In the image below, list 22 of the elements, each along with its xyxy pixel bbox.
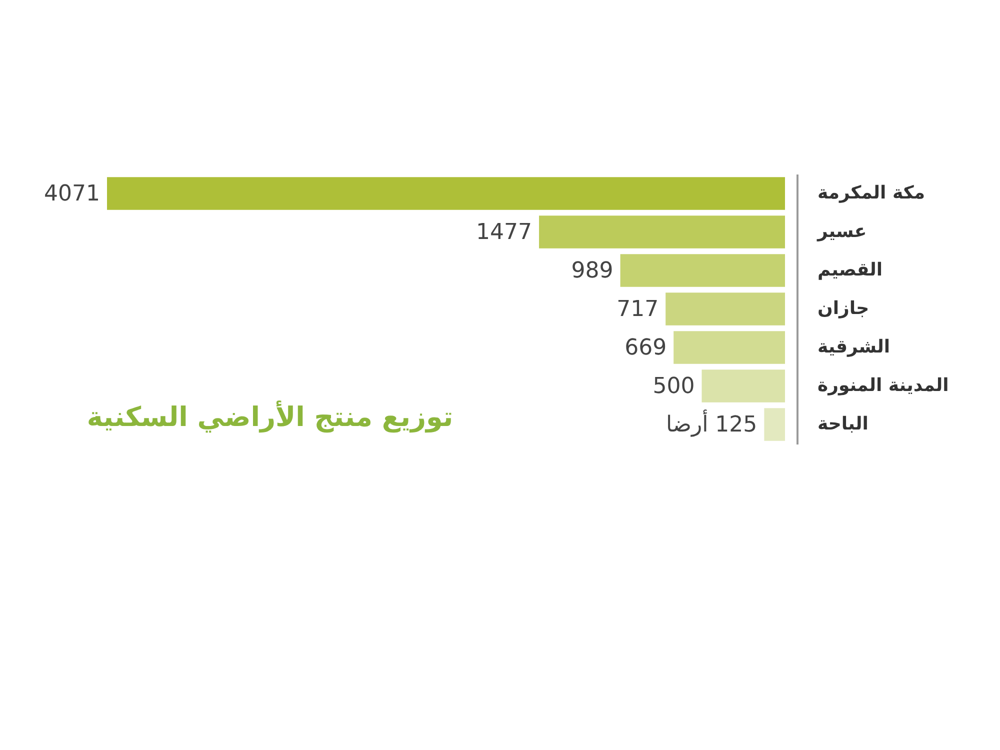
bar	[702, 370, 785, 402]
text: توزيع منتج الأراضي السكنية	[86, 400, 454, 433]
bar	[107, 177, 785, 210]
y-tick-label: الباحة	[818, 414, 868, 435]
y-tick-label: مكة المكرمة	[818, 182, 926, 204]
bar	[666, 292, 785, 326]
y-tick-label: المدينة المنورة	[818, 375, 949, 396]
data-label: 717	[616, 297, 659, 322]
bar	[620, 254, 785, 287]
data-label: 4071	[44, 181, 100, 206]
y-tick-label: القصيم	[818, 259, 883, 280]
data-label: 1477	[476, 220, 532, 245]
y-tick-label: جازان	[818, 298, 870, 319]
data-label: 125 أرضا	[666, 410, 758, 438]
data-label: 989	[571, 258, 614, 284]
bar	[764, 408, 785, 441]
bar	[539, 216, 785, 248]
y-tick-label: الشرقية	[818, 336, 890, 358]
data-label: 669	[624, 336, 667, 361]
bar	[674, 331, 785, 364]
data-label: 500	[652, 374, 695, 400]
y-tick-label: عسير	[816, 220, 867, 242]
